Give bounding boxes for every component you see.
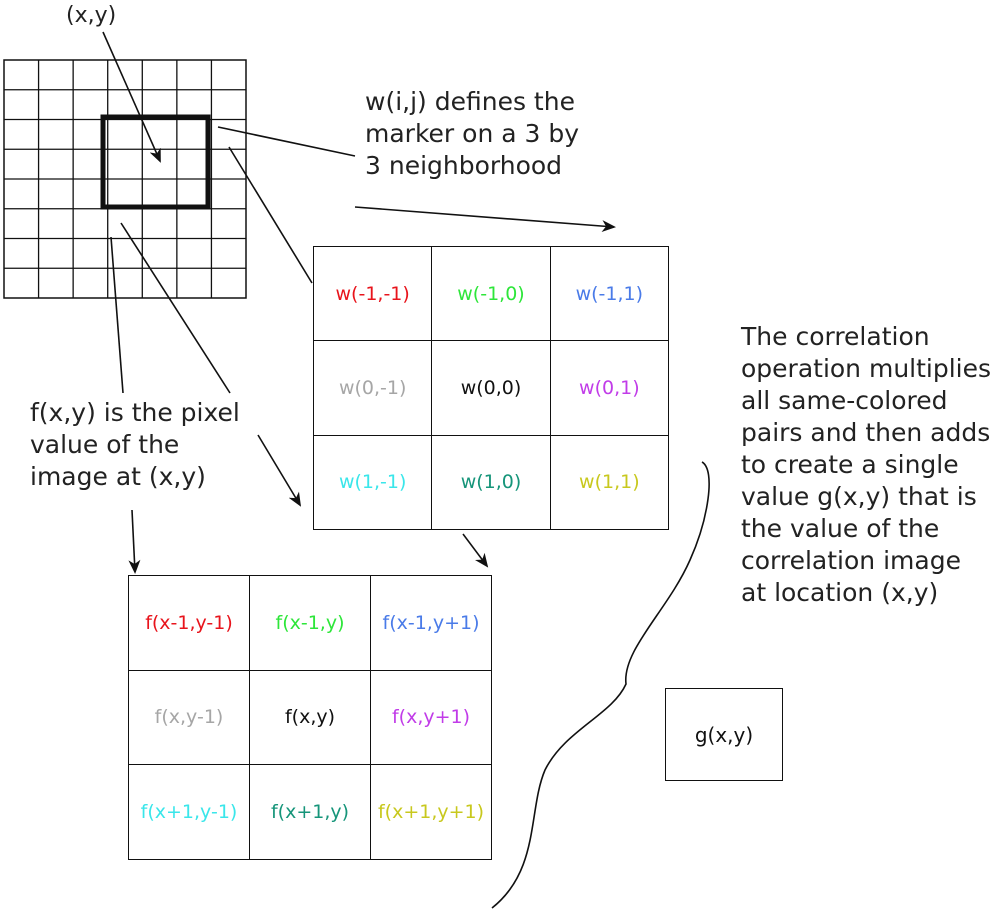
w-label-arrow: [354, 206, 616, 233]
correlation-description-line: at location (x,y): [741, 578, 939, 607]
w-cell: w(-1,-1): [312, 245, 433, 342]
grid-to-f-line-1: [110, 236, 124, 394]
f-description-line: f(x,y) is the pixel: [30, 398, 240, 427]
correlation-description-line: pairs and then adds: [741, 418, 991, 447]
f-cell: f(x-1,y-1): [128, 575, 250, 671]
correlation-description-line: to create a single: [741, 450, 959, 479]
correlation-description-line: value g(x,y) that is: [741, 482, 977, 511]
f-label-to-f-arrow: [128, 509, 141, 574]
f-description-line: image at (x,y): [30, 462, 206, 491]
w-cell: w(0,-1): [312, 340, 433, 436]
xy-label: (x,y): [66, 3, 117, 28]
w-cell: w(-1,0): [431, 245, 551, 342]
g-output-box: g(x,y): [665, 688, 783, 781]
correlation-description-line: operation multiplies: [741, 354, 992, 383]
w-description-line: w(i,j) defines the: [365, 87, 575, 116]
correlation-description-line: all same-colored: [741, 386, 948, 415]
f-cell: f(x+1,y-1): [128, 764, 250, 860]
correlation-description-line: The correlation: [741, 322, 930, 351]
grid-to-w-line-2: [228, 146, 313, 284]
grid-to-f-line-2: [120, 222, 231, 394]
f-description: f(x,y) is the pixel value of the image a…: [30, 397, 240, 493]
w-cell: w(0,1): [549, 340, 670, 436]
w-description-line: 3 neighborhood: [365, 151, 563, 180]
w-mask-grid: w(-1,-1) w(-1,0) w(-1,1) w(0,-1) w(0,0) …: [312, 245, 670, 531]
f-cell: f(x-1,y+1): [370, 575, 492, 671]
grid-to-w-line-1: [217, 126, 356, 157]
f-description-line: value of the: [30, 430, 180, 459]
correlation-description-line: correlation image: [741, 546, 961, 575]
f-cell: f(x+1,y): [249, 764, 371, 860]
f-cell: f(x+1,y+1): [370, 764, 492, 860]
f-cell: f(x,y-1): [128, 669, 250, 766]
summation-brace: [491, 461, 710, 909]
f-image-grid: f(x-1,y-1) f(x-1,y) f(x-1,y+1) f(x,y-1) …: [128, 575, 492, 860]
w-cell: w(1,-1): [312, 434, 433, 531]
correlation-description: The correlation operation multiplies all…: [741, 321, 991, 609]
w-description: w(i,j) defines the marker on a 3 by 3 ne…: [365, 86, 579, 182]
f-cell: f(x,y+1): [370, 669, 492, 766]
f-cell: f(x-1,y): [249, 575, 371, 671]
correlation-description-line: the value of the: [741, 514, 940, 543]
w-cell: w(0,0): [431, 340, 551, 436]
xy-arrow: [102, 31, 161, 163]
w-to-f-arrow: [462, 533, 489, 568]
f-label-to-w-arrow: [257, 434, 302, 507]
w-description-line: marker on a 3 by: [365, 119, 580, 148]
neighborhood-highlight: [100, 114, 211, 210]
w-cell: w(1,1): [549, 434, 670, 531]
f-cell: f(x,y): [249, 669, 371, 766]
w-cell: w(-1,1): [549, 245, 670, 342]
w-cell: w(1,0): [431, 434, 551, 531]
